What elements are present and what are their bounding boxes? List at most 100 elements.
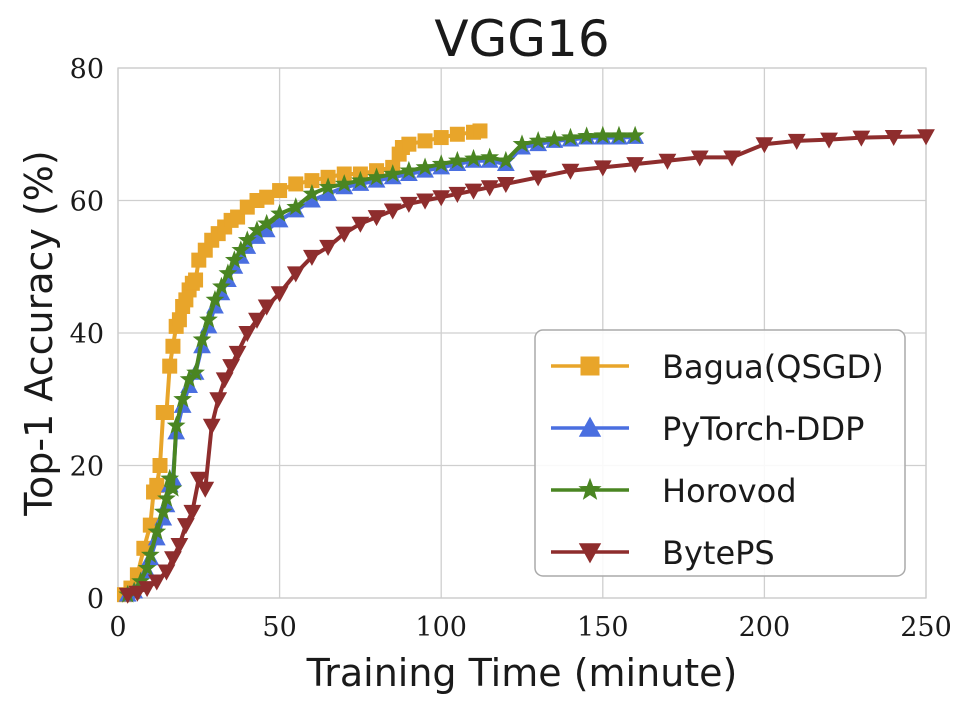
data-point-horovod xyxy=(399,160,419,179)
data-point-bagua-qsgd xyxy=(449,126,465,142)
data-point-byteps xyxy=(176,518,195,535)
data-point-byteps xyxy=(464,183,483,200)
data-point-byteps xyxy=(202,418,221,435)
data-point-bagua-qsgd xyxy=(149,477,165,493)
data-point-bagua-qsgd xyxy=(417,133,433,149)
data-point-byteps xyxy=(852,130,871,147)
data-point-horovod xyxy=(199,309,218,328)
data-point-horovod xyxy=(625,125,645,144)
data-point-byteps xyxy=(147,574,166,591)
data-point-byteps xyxy=(416,193,434,210)
y-tick-label: 0 xyxy=(87,584,104,615)
data-point-horovod xyxy=(496,150,516,169)
data-point-bagua-qsgd xyxy=(433,130,449,146)
data-point-byteps xyxy=(917,129,935,146)
data-point-horovod xyxy=(224,250,244,269)
data-point-horovod xyxy=(431,154,451,173)
data-point-byteps xyxy=(170,538,189,555)
data-point-byteps xyxy=(690,150,709,167)
data-point-byteps xyxy=(884,129,903,146)
data-point-horovod xyxy=(544,129,564,148)
legend-label: Horovod xyxy=(662,472,797,510)
legend-label: BytePS xyxy=(662,534,775,572)
data-point-byteps xyxy=(118,587,137,604)
data-point-horovod xyxy=(153,502,173,520)
data-point-horovod xyxy=(318,177,338,196)
y-tick-label: 80 xyxy=(70,54,104,85)
data-point-bagua-qsgd xyxy=(259,189,275,205)
data-point-horovod xyxy=(286,197,306,216)
data-point-horovod xyxy=(512,134,532,153)
series-layer xyxy=(116,123,935,604)
data-point-byteps xyxy=(257,299,276,316)
x-tick-label: 250 xyxy=(900,612,952,643)
data-point-byteps xyxy=(228,345,247,362)
legend-item-horovod: Horovod xyxy=(551,472,797,510)
tick-labels: 0 50 100 150 200 250 0 20 40 60 80 xyxy=(70,54,952,643)
data-point-horovod xyxy=(609,125,629,144)
data-point-byteps xyxy=(209,392,228,409)
data-point-horovod xyxy=(218,263,238,282)
data-point-horovod xyxy=(593,125,613,144)
data-point-byteps xyxy=(529,170,548,187)
data-point-byteps xyxy=(164,551,182,568)
x-axis-label: Training Time (minute) xyxy=(306,651,738,695)
data-point-bagua-qsgd xyxy=(165,338,181,354)
data-point-byteps xyxy=(561,163,580,180)
x-tick-label: 100 xyxy=(415,612,467,643)
y-axis-label: Top-1 Accuracy (%) xyxy=(17,150,61,516)
data-point-bagua-qsgd xyxy=(171,312,187,328)
data-point-bagua-qsgd xyxy=(152,458,168,473)
data-point-byteps xyxy=(215,372,234,389)
data-point-horovod xyxy=(367,167,386,186)
data-point-horovod xyxy=(351,170,370,189)
data-point-byteps xyxy=(157,564,176,581)
data-point-horovod xyxy=(577,126,597,145)
data-point-byteps xyxy=(222,359,241,376)
data-point-byteps xyxy=(432,190,451,207)
data-point-byteps xyxy=(480,180,499,197)
data-point-horovod xyxy=(302,184,322,202)
data-point-byteps xyxy=(303,249,321,266)
data-point-bagua-qsgd xyxy=(162,358,178,374)
data-point-horovod xyxy=(160,468,180,487)
data-point-byteps xyxy=(270,286,289,303)
data-point-horovod xyxy=(231,240,251,259)
data-point-horovod xyxy=(166,415,186,434)
legend-marker xyxy=(578,416,602,437)
data-point-byteps xyxy=(351,216,370,233)
data-point-byteps xyxy=(496,176,515,194)
data-point-horovod xyxy=(561,127,580,146)
y-tick-label: 60 xyxy=(70,187,104,218)
legend-label: PyTorch-DDP xyxy=(662,410,864,448)
data-point-bagua-qsgd xyxy=(472,123,488,139)
data-point-horovod xyxy=(270,203,289,222)
data-point-horovod xyxy=(137,558,157,577)
data-point-horovod xyxy=(464,148,483,167)
y-tick-label: 20 xyxy=(70,452,104,483)
data-point-byteps xyxy=(335,226,354,243)
plot-frame xyxy=(117,67,927,599)
legend-marker xyxy=(578,477,602,500)
data-point-horovod xyxy=(192,329,212,348)
legend-label: Bagua(QSGD) xyxy=(662,348,884,386)
legend-item-bagua-qsgd: Bagua(QSGD) xyxy=(551,348,884,386)
data-point-horovod xyxy=(157,488,176,507)
data-point-byteps xyxy=(626,157,645,174)
legend-box xyxy=(534,329,906,577)
legend: Bagua(QSGD) PyTorch-DDP Horovod BytePS xyxy=(534,329,906,577)
data-point-horovod xyxy=(257,213,277,232)
data-point-horovod xyxy=(528,131,548,149)
data-point-byteps xyxy=(196,481,215,498)
data-point-byteps xyxy=(189,471,208,488)
chart-title: VGG16 xyxy=(434,10,609,68)
data-point-byteps xyxy=(319,239,337,256)
data-point-byteps xyxy=(658,153,677,170)
data-point-byteps xyxy=(128,585,147,602)
legend-item-byteps: BytePS xyxy=(551,534,775,572)
data-point-byteps xyxy=(248,312,266,329)
data-point-byteps xyxy=(238,326,257,343)
data-point-bagua-qsgd xyxy=(188,272,204,288)
data-point-bagua-qsgd xyxy=(158,405,174,420)
data-point-horovod xyxy=(447,150,467,169)
